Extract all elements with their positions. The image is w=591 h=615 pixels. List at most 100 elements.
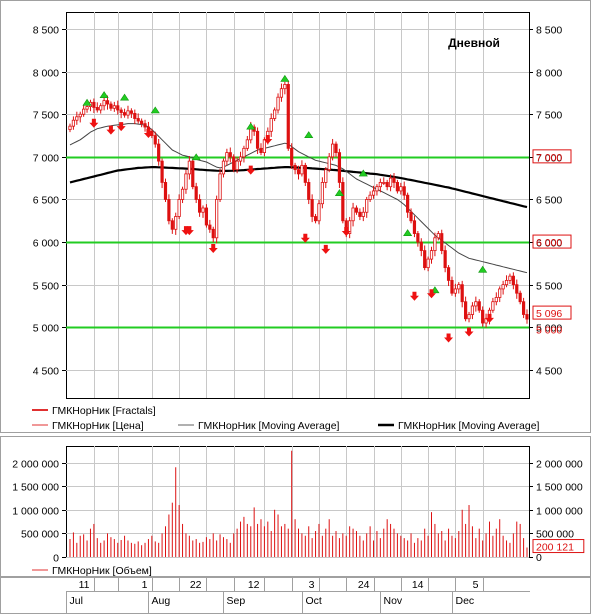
price-bar: [392, 173, 396, 189]
price-bar: [320, 177, 324, 209]
price-bar: [351, 202, 355, 227]
price-bar: [119, 107, 123, 119]
fractal-down-marker: [409, 291, 419, 301]
price-bar: [68, 123, 72, 133]
price-bar: [358, 208, 362, 221]
price-bar-body: [283, 84, 287, 90]
price-bar-body: [170, 220, 174, 230]
price-bar-body: [429, 250, 434, 260]
price-bar-body: [215, 199, 219, 239]
price-bar: [385, 179, 389, 191]
price-bar: [242, 145, 246, 163]
price-bar-body: [443, 250, 447, 269]
price-bar: [460, 280, 464, 308]
price-tick-label-right: 5 000: [536, 323, 562, 335]
date-axis-days: 11 1 22 12 3 24 14 5: [79, 578, 484, 591]
price-bar-body: [235, 160, 239, 171]
price-tick-label-right: 7 000: [536, 153, 562, 165]
price-bar: [501, 280, 505, 295]
price-bar-body: [320, 182, 324, 205]
price-bar: [140, 118, 144, 128]
price-bar: [228, 147, 232, 163]
price-bar: [453, 283, 457, 297]
price-bar: [354, 205, 359, 215]
date-day-label: 1: [142, 579, 148, 591]
price-bar: [371, 185, 376, 199]
price-bar-body: [518, 292, 522, 303]
price-bar: [126, 105, 130, 119]
volume-tick-label-right: 1 500 000: [536, 482, 583, 494]
fractal-down-marker: [184, 226, 194, 236]
volume-tick-label-left: 1 000 000: [12, 506, 59, 518]
price-bar: [283, 81, 287, 95]
price-tick-label-right: 7 500: [536, 110, 562, 122]
last-volume-label: 200 121: [536, 542, 574, 554]
price-bar-body: [140, 120, 144, 125]
price-bar-body: [354, 207, 359, 213]
price-bar-body: [184, 173, 188, 190]
price-bar-body: [92, 101, 96, 108]
support-lines: [66, 156, 529, 329]
price-bar: [255, 127, 260, 154]
price-bar: [293, 162, 297, 175]
price-bar: [419, 238, 423, 257]
price-bar: [498, 286, 502, 303]
price-bar: [402, 181, 406, 200]
price-bar-body: [71, 119, 76, 127]
price-bar-body: [423, 250, 427, 269]
price-bar: [211, 226, 215, 243]
price-bar-body: [177, 199, 181, 217]
level-label: 6 000: [536, 237, 562, 249]
price-bar-body: [521, 301, 526, 315]
price-bar-body: [477, 301, 481, 311]
price-bar: [324, 167, 328, 189]
price-bar-body: [334, 143, 338, 153]
price-bar: [436, 230, 440, 241]
level-label-box: [532, 234, 572, 249]
volume-chart: 0 500 000 1 000 000 1 500 000 2 000 000 500 …: [12, 446, 585, 565]
price-bar-body: [310, 199, 314, 217]
volume-axis-left: 0 500 000 1 000 000 1 500 000 2 000 000: [12, 459, 66, 565]
price-bar: [187, 156, 191, 180]
price-bar: [112, 101, 116, 112]
price-bar: [75, 111, 79, 125]
price-bar: [303, 162, 307, 186]
price-bar-body: [160, 160, 164, 183]
price-bar: [273, 107, 277, 122]
price-bar-body: [324, 169, 328, 183]
price-bar-body: [187, 160, 191, 175]
price-bar: [331, 138, 335, 161]
price-bar-body: [174, 216, 178, 230]
price-bar-body: [259, 147, 263, 153]
price-bar: [457, 282, 461, 294]
price-bar-body: [255, 130, 260, 149]
price-tick-label-left: 6 000: [33, 238, 59, 250]
price-bar-body: [238, 156, 243, 162]
price-bar-body: [361, 211, 365, 217]
price-bar-body: [351, 207, 355, 222]
legend-label-volume: ГМКНорНик [Объем]: [52, 565, 152, 577]
price-bar-body: [464, 301, 468, 320]
price-bar-body: [228, 152, 232, 158]
price-bar: [296, 165, 301, 180]
price-bar-body: [286, 84, 290, 149]
price-axis-right: 4 500 5 000 5 500 6 000 6 500 7 000 7 500 8 000…: [529, 25, 562, 378]
volume-tick-label-left: 1 500 000: [12, 482, 59, 494]
price-bar-body: [511, 275, 515, 286]
price-bar-body: [419, 241, 423, 251]
level-label: 7 000: [536, 152, 562, 164]
price-bar-body: [481, 309, 485, 324]
price-bar: [412, 215, 417, 238]
price-bar-body: [279, 88, 284, 98]
price-bar-body: [446, 267, 451, 281]
price-bar: [180, 186, 185, 204]
price-bar-body: [303, 164, 307, 183]
fractal-up-marker: [82, 98, 92, 106]
price-bar: [467, 311, 471, 323]
price-bar: [174, 212, 178, 235]
price-bar: [310, 194, 314, 223]
price-bar-body: [365, 199, 369, 213]
price-bar-body: [317, 203, 321, 222]
price-plot-area: [66, 12, 530, 399]
price-bar: [71, 116, 76, 130]
